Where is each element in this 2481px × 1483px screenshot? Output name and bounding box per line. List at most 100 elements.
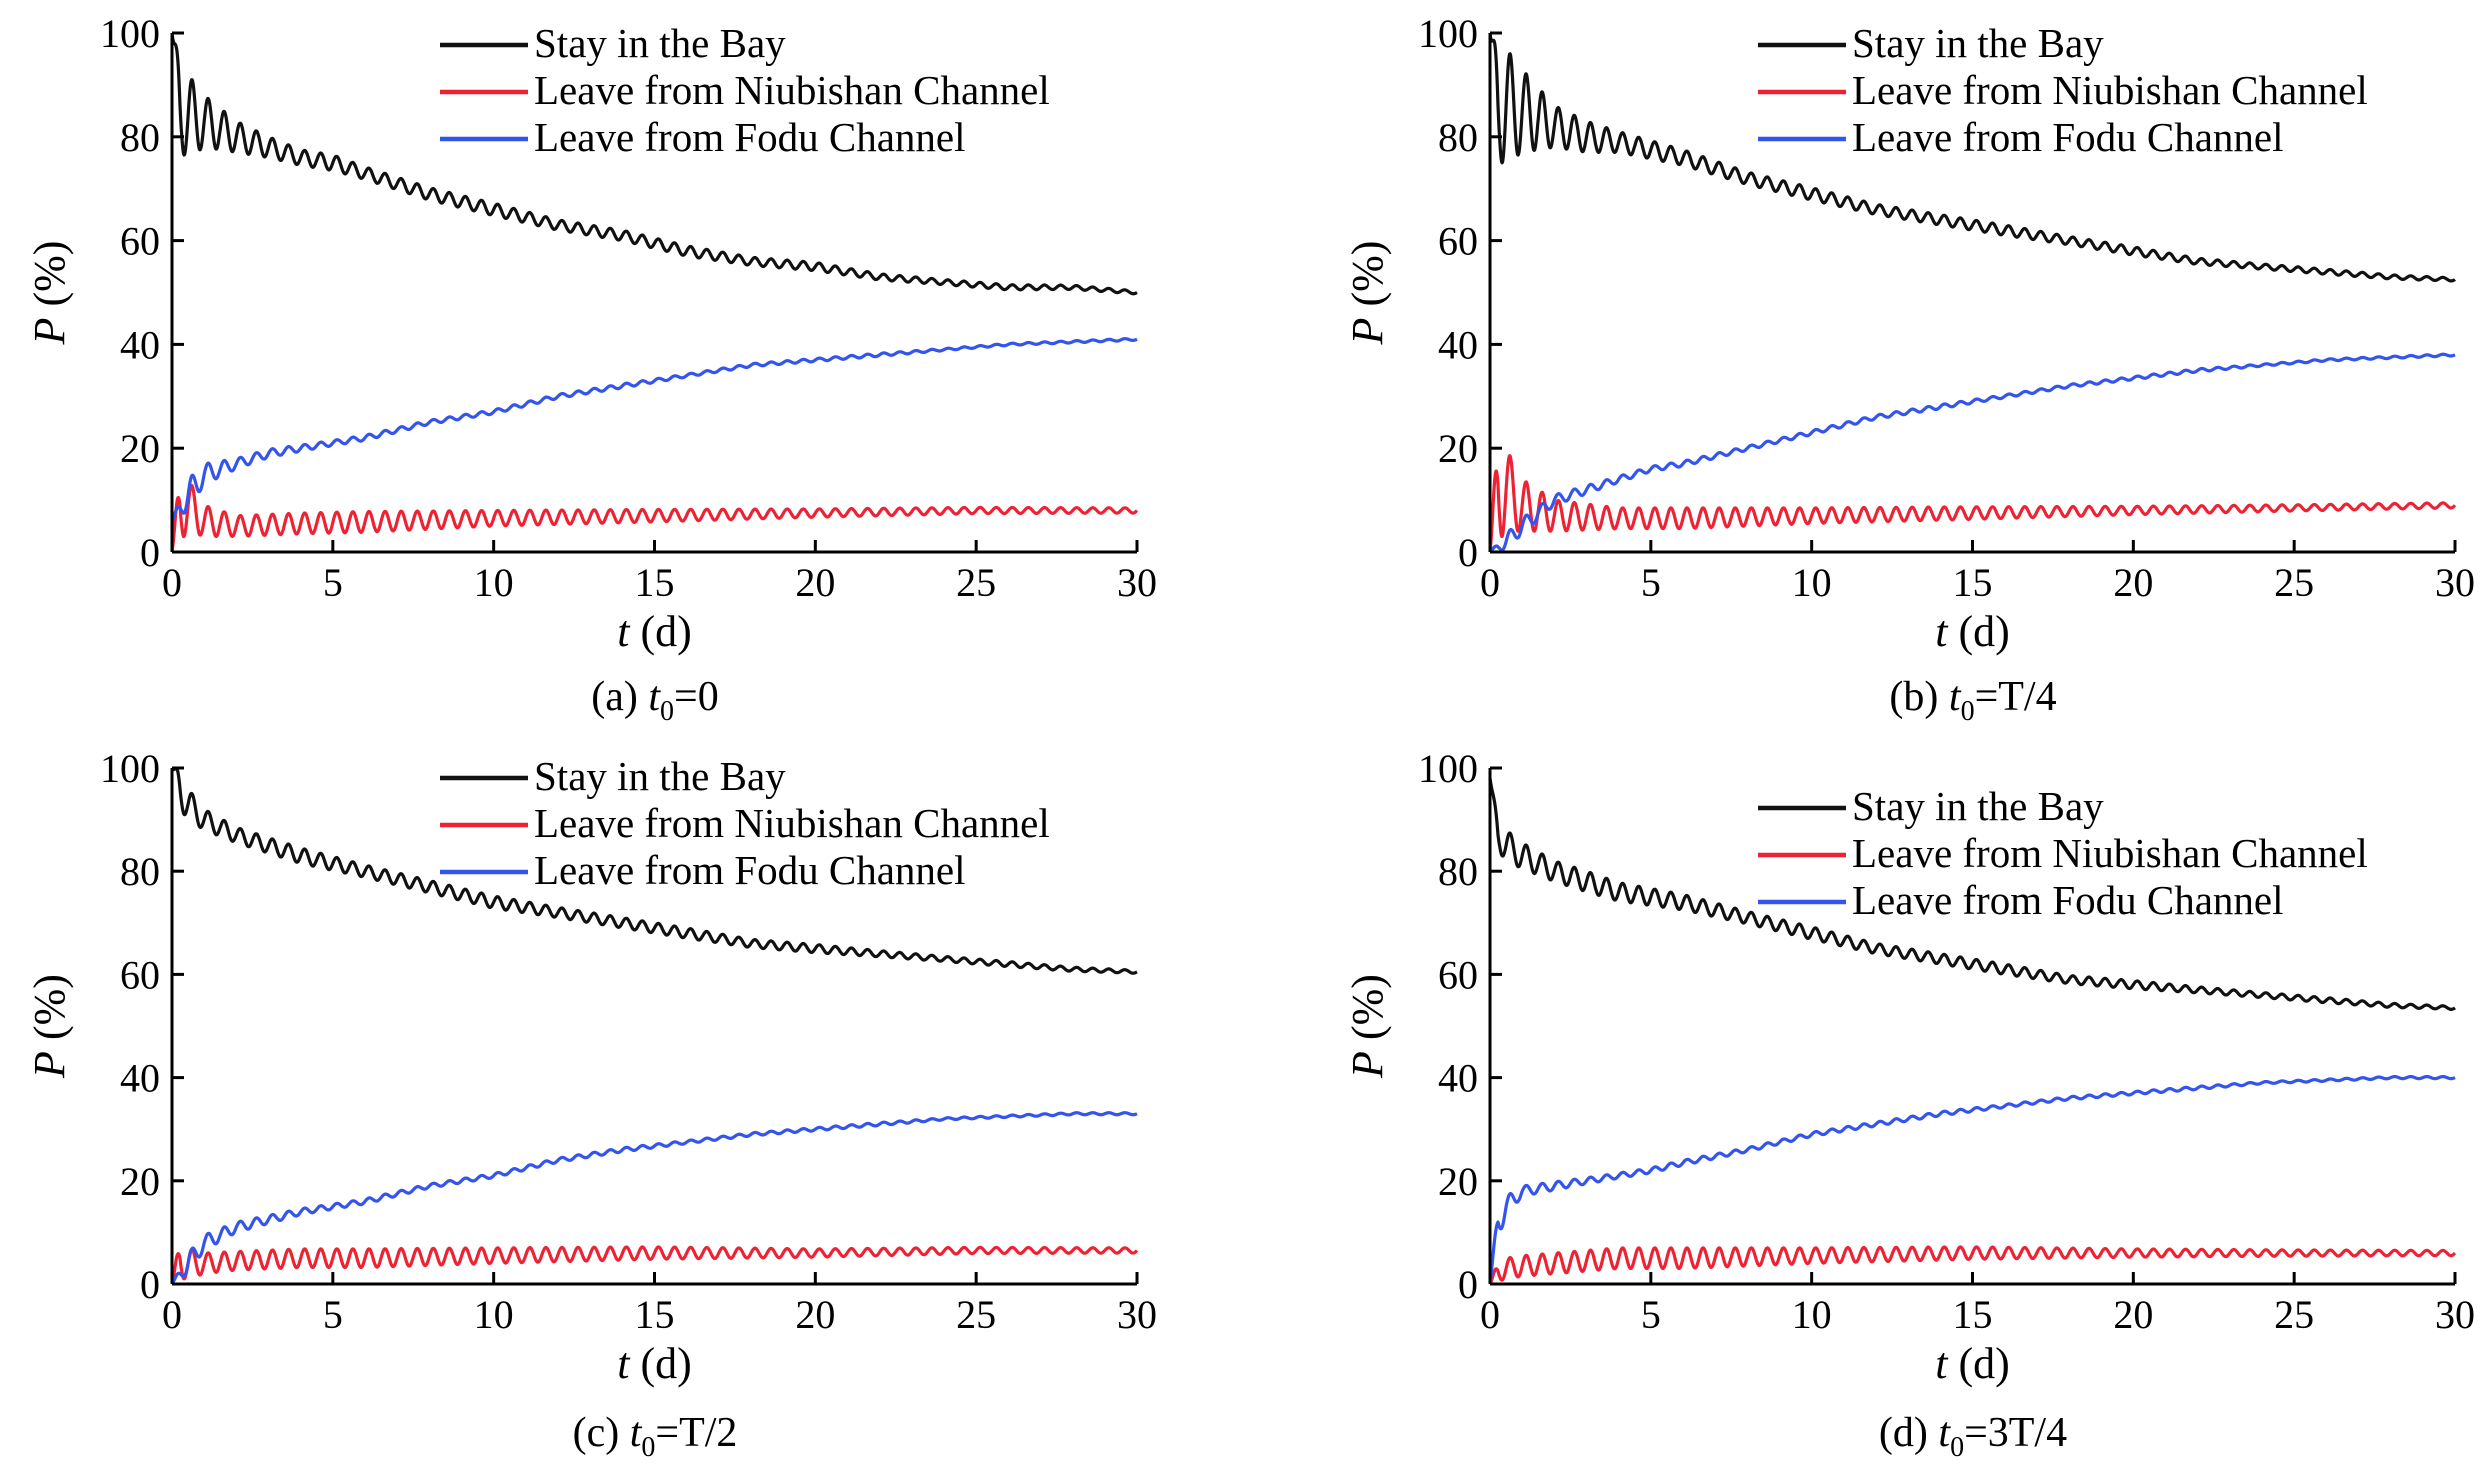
y-tick-label: 40: [1438, 1056, 1478, 1101]
x-tick-label: 0: [1480, 560, 1500, 605]
legend-label: Stay in the Bay: [534, 20, 786, 66]
y-tick-label: 20: [120, 426, 160, 471]
x-tick-label: 25: [956, 1292, 996, 1337]
y-tick-label: 80: [120, 115, 160, 160]
caption-prefix: (c): [573, 1410, 630, 1456]
x-tick-label: 5: [1641, 1292, 1661, 1337]
caption-prefix: (d): [1879, 1410, 1938, 1456]
x-tick-label: 25: [2274, 560, 2314, 605]
legend-label: Leave from Niubishan Channel: [534, 800, 1050, 846]
x-axis-label-var: t: [1935, 607, 1949, 656]
series-line: [1488, 32, 2457, 283]
y-tick-label: 80: [120, 849, 160, 894]
chart-panel: 0 5 10 15 20 25 30 0 20 40 60 80 100 t (d) P (%) Stay i…: [1343, 11, 2475, 727]
caption-rest: =3T/4: [1964, 1410, 2067, 1456]
y-tick-label: 100: [100, 746, 160, 791]
x-tick-label: 10: [1792, 1292, 1832, 1337]
legend-label: Leave from Niubishan Channel: [1852, 830, 2368, 876]
panel-caption: (d) t0=3T/4: [1879, 1410, 2067, 1463]
y-tick-label: 80: [1438, 115, 1478, 160]
x-axis-label-var: t: [617, 1339, 631, 1388]
caption-var: t: [648, 674, 661, 720]
caption-rest: =T/4: [1975, 674, 2057, 720]
y-tick-label: 0: [1458, 1262, 1478, 1307]
x-tick-label: 0: [162, 560, 182, 605]
x-axis-label-unit: (d): [629, 607, 691, 656]
y-axis-label: P (%): [1343, 974, 1392, 1079]
legend-label: Stay in the Bay: [1852, 20, 2104, 66]
x-tick-label: 20: [795, 560, 835, 605]
y-axis-label: P (%): [25, 241, 74, 346]
y-tick-label: 40: [120, 1056, 160, 1101]
x-axis-label-unit: (d): [1947, 1339, 2009, 1388]
caption-rest: =T/2: [655, 1410, 737, 1456]
series-line: [1488, 454, 2457, 553]
legend-label: Stay in the Bay: [1852, 783, 2104, 829]
caption-rest: =0: [674, 674, 719, 720]
y-tick-label: 80: [1438, 849, 1478, 894]
panel-caption: (c) t0=T/2: [573, 1410, 738, 1463]
series-line: [170, 337, 1139, 522]
x-tick-label: 0: [162, 1292, 182, 1337]
x-tick-label: 30: [1117, 560, 1157, 605]
x-tick-label: 20: [2113, 1292, 2153, 1337]
y-tick-label: 100: [100, 11, 160, 56]
x-tick-label: 5: [1641, 560, 1661, 605]
chart-panel: 0 5 10 15 20 25 30 0 20 40 60 80 100 t (d) P (%) Stay i…: [25, 746, 1157, 1463]
y-tick-label: 0: [140, 1262, 160, 1307]
caption-subscript: 0: [660, 696, 674, 727]
caption-subscript: 0: [1961, 696, 1975, 727]
chart-panel: 0 5 10 15 20 25 30 0 20 40 60 80 100 t (d) P (%) Stay i…: [1343, 746, 2475, 1463]
x-axis-label: t (d): [617, 607, 692, 656]
x-tick-label: 15: [1953, 560, 1993, 605]
x-tick-label: 5: [323, 560, 343, 605]
x-tick-label: 5: [323, 1292, 343, 1337]
x-axis-label-unit: (d): [1947, 607, 2009, 656]
x-tick-label: 15: [635, 1292, 675, 1337]
y-tick-label: 60: [120, 952, 160, 997]
y-tick-label: 20: [1438, 1159, 1478, 1204]
caption-subscript: 0: [1950, 1432, 1964, 1463]
y-axis-label-unit: (%): [25, 241, 74, 318]
caption-prefix: (a): [591, 674, 648, 720]
series-line: [1488, 352, 2457, 554]
series-line: [170, 1111, 1139, 1285]
legend-label: Leave from Niubishan Channel: [534, 67, 1050, 113]
legend-label: Leave from Niubishan Channel: [1852, 67, 2368, 113]
y-tick-label: 0: [140, 530, 160, 575]
series-line: [1488, 778, 2457, 1011]
series-line: [170, 766, 1139, 975]
y-tick-label: 0: [1458, 530, 1478, 575]
y-tick-label: 60: [1438, 952, 1478, 997]
y-axis-label: P (%): [25, 974, 74, 1079]
x-tick-label: 30: [2435, 560, 2475, 605]
y-tick-label: 40: [1438, 322, 1478, 367]
y-tick-label: 60: [1438, 219, 1478, 264]
y-axis-label-unit: (%): [25, 974, 74, 1051]
y-axis-label-unit: (%): [1343, 974, 1392, 1051]
x-tick-label: 25: [2274, 1292, 2314, 1337]
legend-label: Leave from Fodu Channel: [1852, 114, 2284, 160]
caption-var: t: [1938, 1410, 1951, 1456]
x-tick-label: 25: [956, 560, 996, 605]
y-axis-label-var: P: [25, 318, 74, 346]
x-tick-label: 10: [474, 1292, 514, 1337]
y-axis-label-unit: (%): [1343, 241, 1392, 318]
series-line: [1488, 1245, 2457, 1285]
x-axis-label: t (d): [1935, 1339, 2010, 1388]
series-line: [170, 1245, 1139, 1285]
y-tick-label: 40: [120, 322, 160, 367]
x-axis-label-var: t: [1935, 1339, 1949, 1388]
x-axis-label: t (d): [1935, 607, 2010, 656]
x-tick-label: 0: [1480, 1292, 1500, 1337]
chart-panel: 0 5 10 15 20 25 30 0 20 40 60 80 100 t (d) P (%) Stay i…: [25, 11, 1157, 727]
x-tick-label: 30: [2435, 1292, 2475, 1337]
y-tick-label: 20: [120, 1159, 160, 1204]
series-line: [170, 483, 1139, 553]
x-tick-label: 10: [474, 560, 514, 605]
x-tick-label: 30: [1117, 1292, 1157, 1337]
x-axis-label: t (d): [617, 1339, 692, 1388]
